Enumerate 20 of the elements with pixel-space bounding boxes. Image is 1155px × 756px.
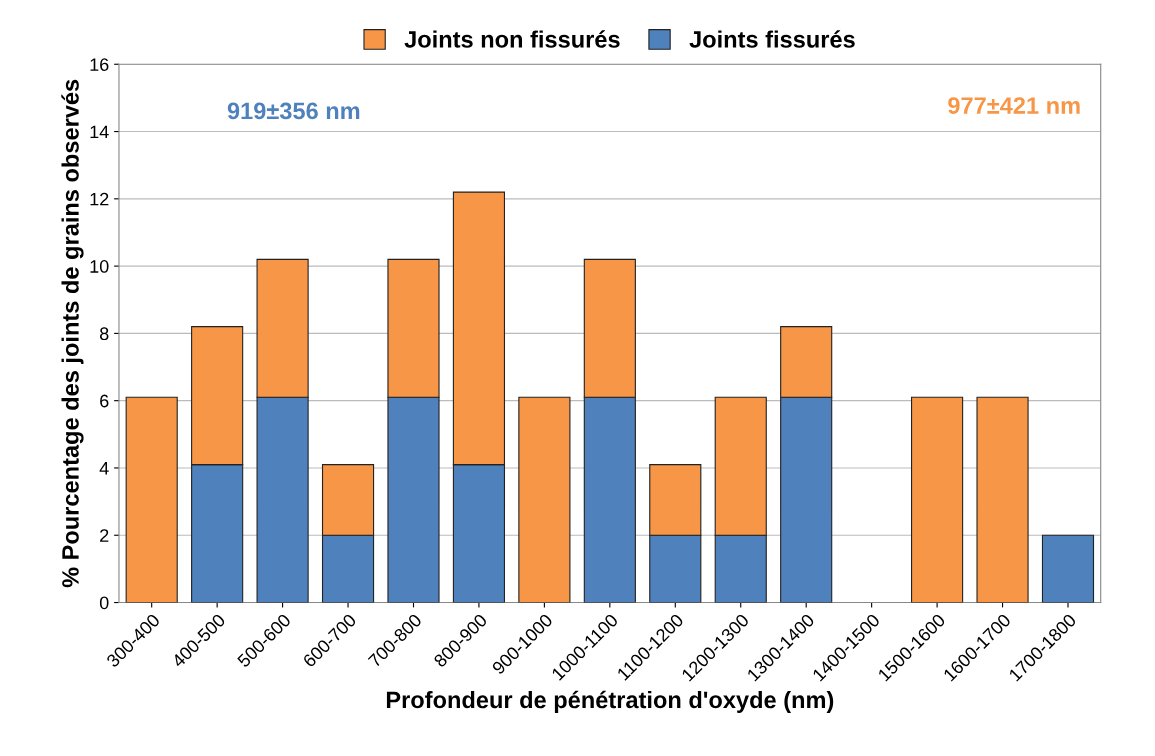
legend-label: Joints non fissurés bbox=[404, 30, 620, 48]
y-tick-label: 4 bbox=[99, 462, 109, 475]
annotation: 919±356 nm bbox=[227, 102, 360, 120]
y-tick-label: 2 bbox=[100, 529, 109, 542]
y-tick-label: 12 bbox=[90, 192, 109, 206]
y-tick-label: 16 bbox=[90, 58, 109, 71]
annotation: 977±421 nm bbox=[948, 97, 1080, 114]
y-tick-label: 10 bbox=[90, 260, 109, 273]
y-tick-label: 8 bbox=[99, 327, 109, 341]
y-tick-label: 6 bbox=[100, 394, 109, 408]
bar bbox=[976, 396, 1029, 603]
legend-label: Joints fissurés bbox=[689, 30, 855, 48]
x-axis-title: Profondeur de pénétration d'oxyde (nm) bbox=[386, 690, 834, 713]
bar bbox=[125, 396, 178, 603]
y-tick-label: 0 bbox=[99, 596, 109, 610]
y-axis-title: % Pourcentage des joints de grains observés bbox=[61, 79, 84, 588]
bar bbox=[518, 396, 571, 603]
y-tick-label: 14 bbox=[90, 125, 109, 139]
bar bbox=[911, 396, 964, 603]
bar bbox=[1041, 534, 1095, 603]
